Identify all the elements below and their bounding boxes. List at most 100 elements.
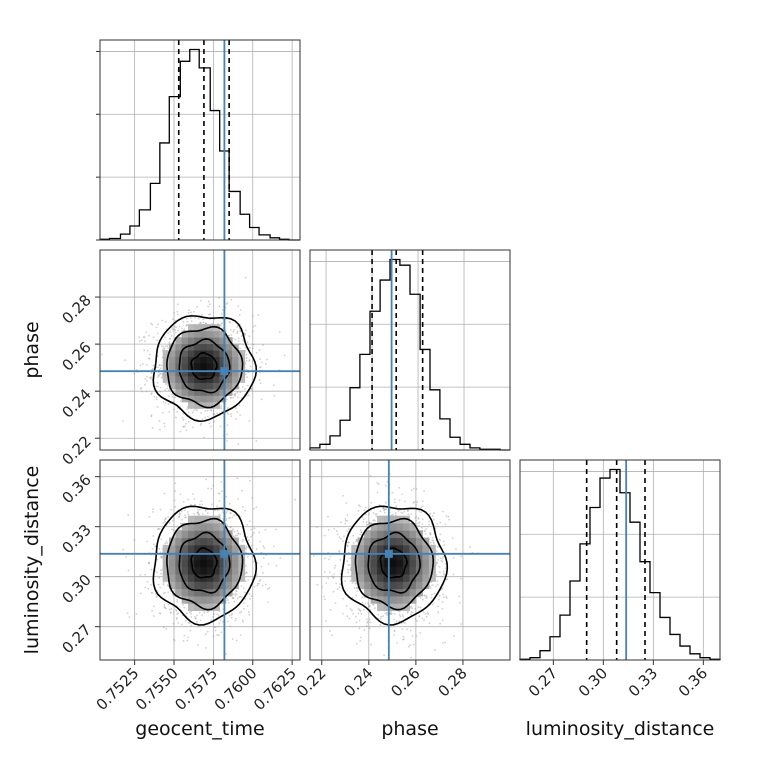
sample-point [151,427,154,429]
sample-point [258,582,260,585]
sample-point [246,605,249,607]
density-cell [175,375,183,383]
sample-point [167,603,170,606]
density-cell [422,581,430,590]
density-cell [402,544,410,553]
sample-point [182,425,185,428]
sample-point [346,544,349,547]
sample-point [254,324,257,327]
sample-point [417,522,420,525]
density-cell [370,574,378,582]
density-cell [390,603,398,611]
sample-point [164,383,167,386]
x-tick-label: 0.7625 [250,664,300,714]
sample-point [348,617,351,620]
sample-point [338,536,341,539]
sample-point [249,520,251,523]
sample-point [179,493,182,496]
density-cell [169,369,176,377]
sample-point [167,332,170,335]
sample-point [187,498,189,501]
sample-point [252,325,255,328]
density-cell [383,581,391,590]
sample-point [217,634,220,636]
sample-point [155,596,158,599]
sample-point [216,634,219,636]
sample-point [438,538,441,541]
sample-point [265,358,268,361]
sample-point [278,330,281,333]
density-cell [175,581,183,590]
sample-point [239,414,242,416]
sample-point [253,531,255,534]
sample-point [163,605,166,608]
sample-point [236,529,239,532]
sample-point [250,528,252,531]
density-cell [206,574,214,582]
sample-point [233,395,236,397]
sample-point [434,527,437,530]
sample-point [424,530,426,533]
sample-point [212,409,215,412]
sample-point [438,571,441,574]
sample-point [237,340,240,342]
sample-point [165,320,167,323]
sample-point [187,636,190,639]
density-cell [232,375,239,383]
density-cell [225,343,233,351]
sample-point [419,606,422,609]
sample-point [178,515,181,518]
sample-point [258,531,261,534]
sample-point [355,538,358,541]
sample-point [359,533,361,536]
sample-point [237,498,240,500]
sample-point [327,515,329,518]
sample-point [306,590,308,592]
sample-point [188,611,191,614]
sample-point [199,424,202,426]
sample-point [349,569,352,571]
sample-point [178,513,181,516]
sample-point [151,591,154,594]
sample-point [279,557,282,560]
sample-point [415,488,418,490]
sample-point [155,326,158,329]
sample-point [384,612,387,615]
density-cell [225,382,233,390]
sample-point [227,509,229,512]
sample-point [214,509,216,512]
sample-point [247,611,250,614]
sample-point [196,621,199,623]
sample-point [390,613,393,616]
sample-point [172,611,175,614]
sample-point [237,337,240,340]
sample-point [150,393,153,396]
sample-point [348,564,351,566]
sample-point [244,548,247,551]
sample-point [232,593,235,596]
histogram-phase [309,258,510,451]
sample-point [173,499,176,502]
sample-point [348,541,350,544]
sample-point [139,388,142,390]
sample-point [158,364,161,366]
sample-point [171,318,174,321]
sample-point [391,612,393,615]
density-cell [351,566,359,575]
sample-point [352,612,354,615]
sample-point [414,607,417,610]
density-cell [232,566,239,575]
sample-point [127,569,130,572]
sample-point [194,503,196,506]
sample-point [421,598,424,601]
contour-line [152,315,258,423]
sample-point [266,588,269,590]
sample-point [421,505,424,508]
sample-point [416,501,418,504]
sample-point [238,404,241,407]
sample-point [368,521,371,524]
sample-point [158,612,161,615]
y-tick-label: 0.24 [58,385,94,421]
sample-point [357,509,360,512]
density-cell [162,566,170,575]
